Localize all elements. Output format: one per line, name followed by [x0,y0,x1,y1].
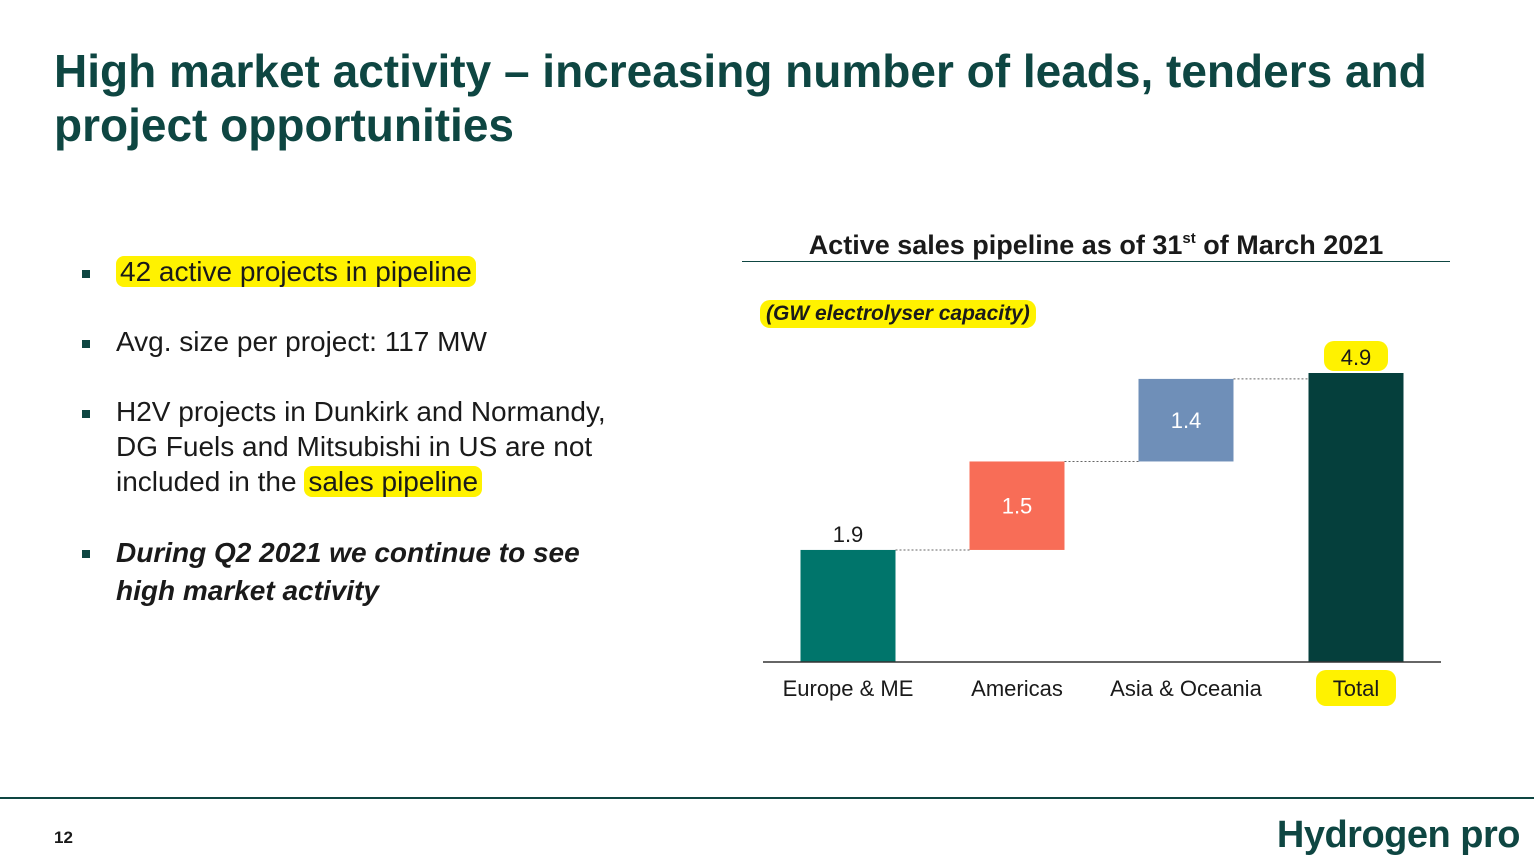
category-highlight-total [1316,670,1396,706]
bullet-avg-size: Avg. size per project: 117 MW [78,324,638,359]
category-label-europe-me: Europe & ME [783,676,914,701]
slide-title-line-1: High market activity – increasing number… [54,45,1427,97]
bullet-avg-size-text: Avg. size per project: 117 MW [116,326,487,357]
category-label-americas: Americas [971,676,1063,701]
value-highlight-total [1324,341,1388,371]
bar-asia-oceania [1138,378,1234,462]
brand-logo: Hydrogen pro [1276,814,1521,856]
bullet-excluded-projects-text: H2V projects in Dunkirk and Normandy, DG… [116,396,606,497]
chart-title-rule [742,261,1450,262]
chart-title-suffix: of March 2021 [1195,230,1384,260]
bullet-excluded-projects-highlight: sales pipeline [304,466,483,497]
footer-rule [0,797,1534,799]
bullet-list: 42 active projects in pipeline Avg. size… [78,254,638,610]
bar-americas [969,461,1065,550]
page-number: 12 [54,828,73,847]
value-label-total: 4.9 [1341,345,1372,370]
category-label-asia-oceania: Asia & Oceania [1110,676,1262,701]
bullet-active-projects-text: 42 active projects in pipeline [116,256,476,287]
chart-title-superscript: st [1182,230,1196,247]
slide-title: High market activity – increasing number… [54,44,1514,152]
bar-europe-me [800,549,896,662]
value-label-europe-me: 1.9 [833,522,864,547]
slide-title-line-2: project opportunities [54,99,514,151]
bullet-active-projects: 42 active projects in pipeline [78,254,638,289]
bullet-market-activity: During Q2 2021 we continue to see high m… [78,534,638,610]
category-label-total: Total [1333,676,1379,701]
chart-unit-label: (GW electrolyser capacity) [760,300,1036,328]
bullet-market-activity-text: During Q2 2021 we continue to see high m… [116,537,580,606]
value-label-asia-oceania: 1.4 [1171,408,1202,433]
bullet-excluded-projects: H2V projects in Dunkirk and Normandy, DG… [78,394,638,499]
value-label-americas: 1.5 [1002,494,1033,519]
chart-title: Active sales pipeline as of 31st of Marc… [742,228,1450,262]
bar-total [1308,373,1404,662]
chart-title-prefix: Active sales pipeline as of 31 [808,230,1183,260]
waterfall-chart: 1.9 Europe & ME 1.5 Americas 1.4 Asia & Ocean… [763,341,1441,706]
